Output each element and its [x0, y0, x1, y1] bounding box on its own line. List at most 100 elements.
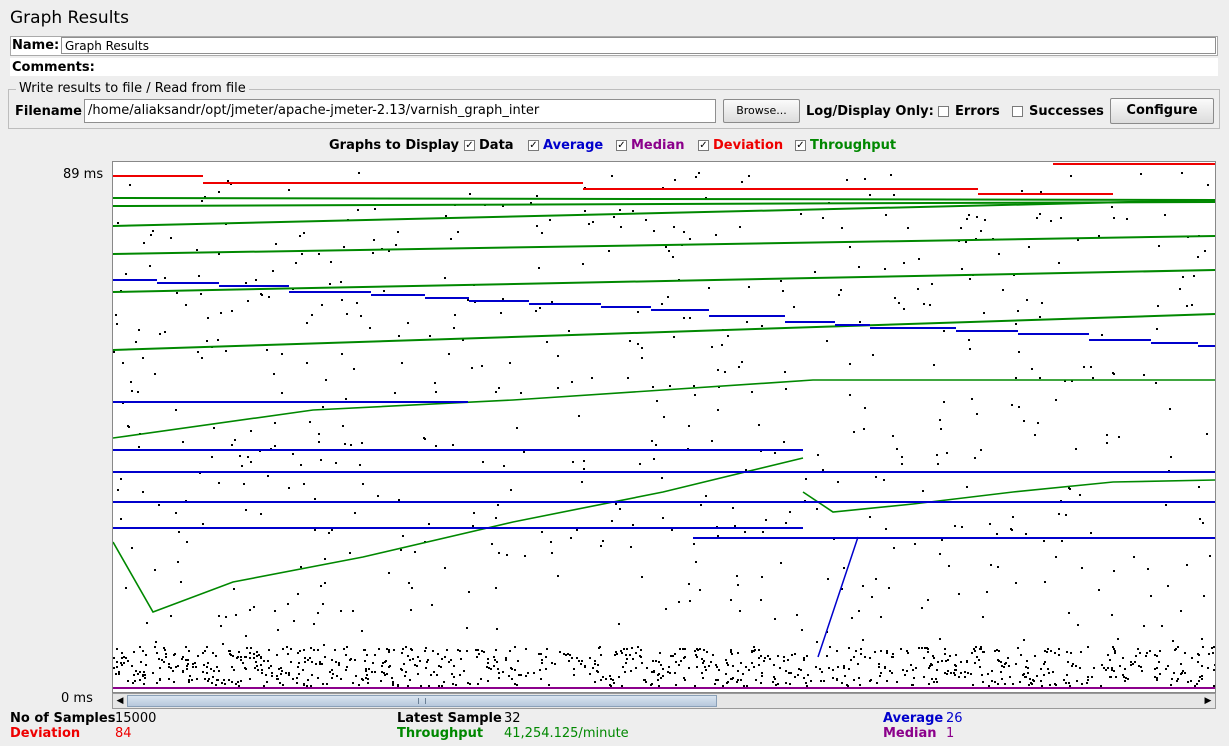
data-point [297, 593, 299, 595]
data-point [923, 676, 925, 678]
data-point [1191, 657, 1193, 659]
scroll-right-icon[interactable]: ▶ [1204, 696, 1212, 706]
data-point [683, 231, 685, 233]
data-point [624, 671, 626, 673]
data-point [879, 675, 881, 677]
throughput-toggle[interactable]: ✓ Throughput [795, 138, 896, 153]
data-point [580, 663, 582, 665]
comments-input[interactable] [92, 59, 1216, 75]
successes-checkbox[interactable] [1012, 106, 1023, 117]
data-point [511, 678, 513, 680]
data-point [488, 667, 490, 669]
data-point [886, 652, 888, 654]
data-point [1036, 217, 1038, 219]
data-point [260, 513, 262, 515]
scroll-left-icon[interactable]: ◀ [116, 696, 124, 706]
data-point [554, 663, 556, 665]
average-toggle[interactable]: ✓ Average [528, 138, 603, 153]
data-point [356, 302, 358, 304]
data-point [266, 349, 268, 351]
data-point [785, 388, 787, 390]
data-point [620, 226, 622, 228]
data-point [972, 684, 974, 686]
data-point [567, 653, 569, 655]
check-icon: ✓ [795, 140, 806, 151]
deviation-toggle[interactable]: ✓ Deviation [698, 138, 783, 153]
data-point [1115, 676, 1117, 678]
data-point [120, 662, 122, 664]
graph-scrollbar[interactable]: ◀ ▶ [112, 693, 1216, 709]
data-point [307, 679, 309, 681]
data-point [821, 671, 823, 673]
data-point [573, 668, 575, 670]
data-point [258, 654, 260, 656]
filename-input[interactable]: /home/aliaksandr/opt/jmeter/apache-jmete… [84, 99, 716, 123]
data-point [710, 661, 712, 663]
data-point [185, 646, 187, 648]
data-point [481, 365, 483, 367]
data-point [1184, 652, 1186, 654]
data-point [960, 672, 962, 674]
median-toggle[interactable]: ✓ Median [616, 138, 685, 153]
data-point [859, 321, 861, 323]
data-point [994, 650, 996, 652]
data-point [623, 648, 625, 650]
data-point [260, 657, 262, 659]
data-point [535, 310, 537, 312]
data-point [737, 670, 739, 672]
data-point [704, 666, 706, 668]
data-point [921, 607, 923, 609]
data-point [366, 674, 368, 676]
data-point [1081, 567, 1083, 569]
data-point [345, 654, 347, 656]
data-point [779, 667, 781, 669]
data-point [632, 524, 634, 526]
data-point [380, 680, 382, 682]
data-point [1201, 675, 1203, 677]
data-point [900, 648, 902, 650]
data-point [365, 668, 367, 670]
data-point [610, 678, 612, 680]
data-point [740, 679, 742, 681]
data-point [787, 659, 789, 661]
scroll-thumb[interactable] [127, 695, 717, 707]
data-point [1149, 650, 1151, 652]
data-point [765, 519, 767, 521]
data-point [878, 666, 880, 668]
data-point [234, 439, 236, 441]
data-point [954, 525, 956, 527]
data-point [732, 507, 734, 509]
data-point [221, 682, 223, 684]
data-point [1017, 647, 1019, 649]
data-point [773, 664, 775, 666]
data-toggle[interactable]: ✓ Data [464, 138, 514, 153]
data-point [146, 622, 148, 624]
data-point [1007, 657, 1009, 659]
data-point [1009, 676, 1011, 678]
data-point [467, 299, 469, 301]
data-point [1147, 568, 1149, 570]
data-point [684, 648, 686, 650]
data-point [340, 610, 342, 612]
data-point [496, 661, 498, 663]
data-point [846, 179, 848, 181]
data-point [336, 675, 338, 677]
data-point [641, 576, 643, 578]
data-point [293, 620, 295, 622]
data-point [823, 680, 825, 682]
name-input[interactable]: Graph Results [61, 37, 1216, 54]
data-point [115, 673, 117, 675]
browse-button[interactable]: Browse... [723, 99, 800, 123]
data-point [958, 676, 960, 678]
data-point [796, 614, 798, 616]
data-point [637, 343, 639, 345]
errors-checkbox[interactable] [938, 106, 949, 117]
data-point [976, 413, 978, 415]
configure-button[interactable]: Configure [1110, 98, 1214, 124]
file-group-legend: Write results to file / Read from file [16, 81, 249, 96]
data-point [438, 665, 440, 667]
data-point [1177, 646, 1179, 648]
data-point [350, 444, 352, 446]
data-point [1087, 676, 1089, 678]
data-point [1071, 380, 1073, 382]
